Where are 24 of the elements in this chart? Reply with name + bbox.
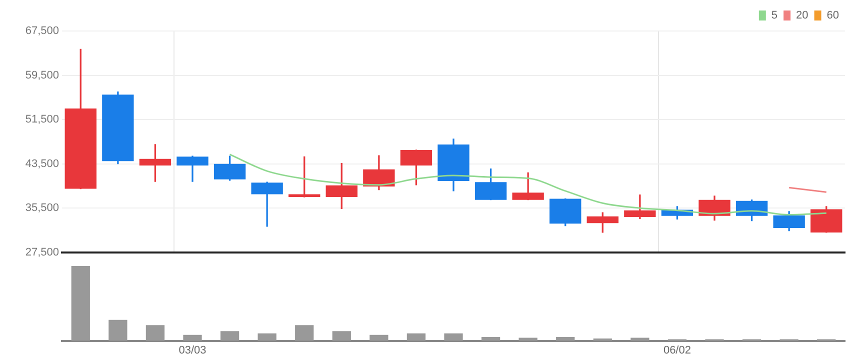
bar — [258, 333, 276, 341]
legend-label: 60 — [826, 10, 840, 22]
bar — [220, 331, 240, 341]
y-tick-label: 59,500 — [25, 69, 59, 82]
bar — [295, 325, 314, 341]
bar — [406, 333, 426, 341]
bar — [556, 337, 575, 341]
x-tick-label: 03/03 — [178, 344, 206, 356]
legend-label: 20 — [796, 10, 808, 22]
bar — [108, 320, 128, 341]
y-tick-label: 43,500 — [25, 158, 59, 170]
bar — [332, 331, 351, 341]
bar — [444, 333, 463, 341]
bar — [481, 337, 500, 341]
y-tick-label: 51,500 — [25, 114, 59, 126]
bar — [370, 334, 388, 341]
bar — [146, 325, 165, 341]
legend-label: 5 — [771, 10, 778, 22]
x-tick-label: 06/02 — [663, 344, 691, 356]
y-tick-label: 67,500 — [25, 25, 59, 38]
y-tick-label: 35,500 — [25, 202, 59, 214]
y-tick-label: 27,500 — [25, 246, 59, 258]
bar — [71, 266, 90, 341]
bar — [183, 334, 202, 341]
